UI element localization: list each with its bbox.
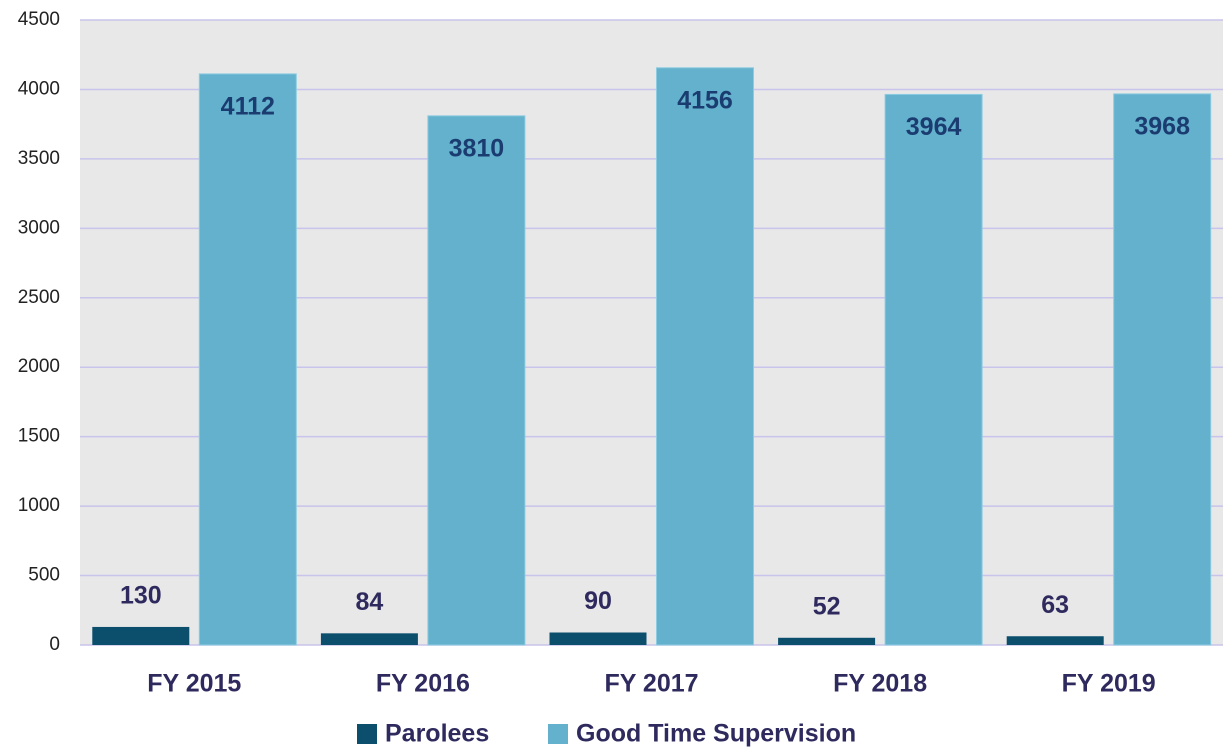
value-label: 130 bbox=[120, 582, 162, 610]
bar bbox=[1006, 636, 1104, 645]
y-tick-label: 500 bbox=[28, 565, 60, 586]
bar bbox=[92, 626, 190, 645]
x-tick-label: FY 2017 bbox=[604, 670, 698, 698]
value-label: 63 bbox=[1041, 591, 1069, 619]
bar bbox=[320, 633, 418, 645]
x-tick-label: FY 2015 bbox=[147, 670, 241, 698]
y-tick-label: 4500 bbox=[18, 9, 60, 30]
bar bbox=[549, 632, 647, 645]
y-tick-label: 3000 bbox=[18, 217, 60, 238]
value-label: 4112 bbox=[221, 92, 275, 120]
x-tick-label: FY 2016 bbox=[376, 670, 470, 698]
bar bbox=[198, 73, 297, 646]
y-tick-label: 1000 bbox=[18, 495, 60, 516]
bar bbox=[656, 67, 754, 646]
legend-swatch bbox=[548, 724, 568, 744]
legend-label: Parolees bbox=[385, 720, 489, 748]
y-tick-label: 3500 bbox=[18, 148, 60, 169]
y-tick-label: 1500 bbox=[18, 426, 60, 447]
y-tick-label: 0 bbox=[49, 634, 60, 655]
value-label: 4156 bbox=[677, 86, 733, 114]
bar bbox=[427, 115, 526, 646]
value-label: 84 bbox=[355, 588, 383, 616]
bar bbox=[884, 93, 983, 646]
value-label: 3968 bbox=[1134, 112, 1190, 140]
legend-label: Good Time Supervision bbox=[576, 720, 856, 748]
value-label: 3964 bbox=[906, 113, 962, 141]
bar bbox=[1113, 93, 1212, 646]
x-tick-label: FY 2019 bbox=[1062, 670, 1156, 698]
x-tick-label: FY 2018 bbox=[833, 670, 927, 698]
value-label: 52 bbox=[813, 592, 841, 620]
y-tick-label: 2000 bbox=[18, 356, 60, 377]
bar bbox=[778, 637, 876, 645]
value-label: 3810 bbox=[449, 134, 505, 162]
y-tick-label: 2500 bbox=[18, 287, 60, 308]
legend-swatch bbox=[357, 724, 377, 744]
y-tick-label: 4000 bbox=[18, 78, 60, 99]
value-label: 90 bbox=[584, 587, 612, 615]
